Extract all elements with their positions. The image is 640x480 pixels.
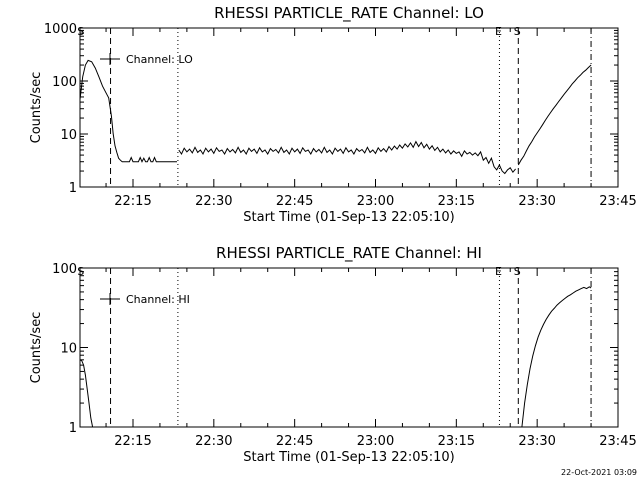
y-tick-label: 1000 <box>44 22 77 37</box>
x-axis-label: Start Time (01-Sep-13 22:05:10) <box>243 450 454 465</box>
x-tick-label: 23:00 <box>357 434 394 449</box>
panels: RHESSI PARTICLE_RATE Channel: LO 22:15 22:… <box>29 4 637 465</box>
footer-timestamp: 22-Oct-2021 03:09 <box>561 468 637 477</box>
x-tick-label: 22:15 <box>114 194 151 209</box>
x-tick-label: 23:00 <box>357 194 394 209</box>
annotation-label: S <box>514 265 521 278</box>
x-tick-label: 22:30 <box>195 194 232 209</box>
series-line-segment <box>79 59 177 163</box>
x-tick-label: 23:45 <box>599 194 636 209</box>
annotation-label: S <box>514 25 521 38</box>
annotation-label: E <box>495 25 502 38</box>
chart-panel: RHESSI PARTICLE_RATE Channel: LO 22:15 22:… <box>29 4 637 225</box>
series-line-segment <box>517 64 592 166</box>
y-tick-label: 100 <box>52 75 77 90</box>
chart-panel: RHESSI PARTICLE_RATE Channel: HI 22:15 22:… <box>29 244 637 465</box>
x-tick-label: 22:30 <box>195 434 232 449</box>
y-tick-label: 10 <box>60 128 77 143</box>
chart-title: RHESSI PARTICLE_RATE Channel: LO <box>214 4 484 23</box>
x-tick-label: 22:15 <box>114 434 151 449</box>
series-line-segment <box>178 140 516 175</box>
annotation-label: S <box>77 25 84 38</box>
annotation-label: E <box>495 265 502 278</box>
series-line-segment <box>79 359 94 428</box>
series-line-segment <box>521 286 592 428</box>
annotation-label: S <box>77 265 84 278</box>
x-tick-label: 23:15 <box>438 194 475 209</box>
y-tick-label: 10 <box>60 342 77 357</box>
x-tick-label: 22:45 <box>276 434 313 449</box>
x-tick-label: 23:30 <box>518 194 555 209</box>
y-tick-label: 100 <box>52 262 77 277</box>
legend-entry: Channel: LO <box>126 53 193 66</box>
y-axis-label: Counts/sec <box>29 312 44 384</box>
x-tick-label: 23:30 <box>518 434 555 449</box>
x-tick-label: 22:45 <box>276 194 313 209</box>
y-axis-label: Counts/sec <box>29 72 44 144</box>
x-tick-label: 23:15 <box>438 434 475 449</box>
y-tick-label: 1 <box>69 421 77 436</box>
legend-entry: Channel: HI <box>126 293 190 306</box>
y-tick-label: 1 <box>69 181 77 196</box>
x-tick-label: 23:45 <box>599 434 636 449</box>
chart-title: RHESSI PARTICLE_RATE Channel: HI <box>216 244 482 263</box>
x-axis-label: Start Time (01-Sep-13 22:05:10) <box>243 210 454 225</box>
